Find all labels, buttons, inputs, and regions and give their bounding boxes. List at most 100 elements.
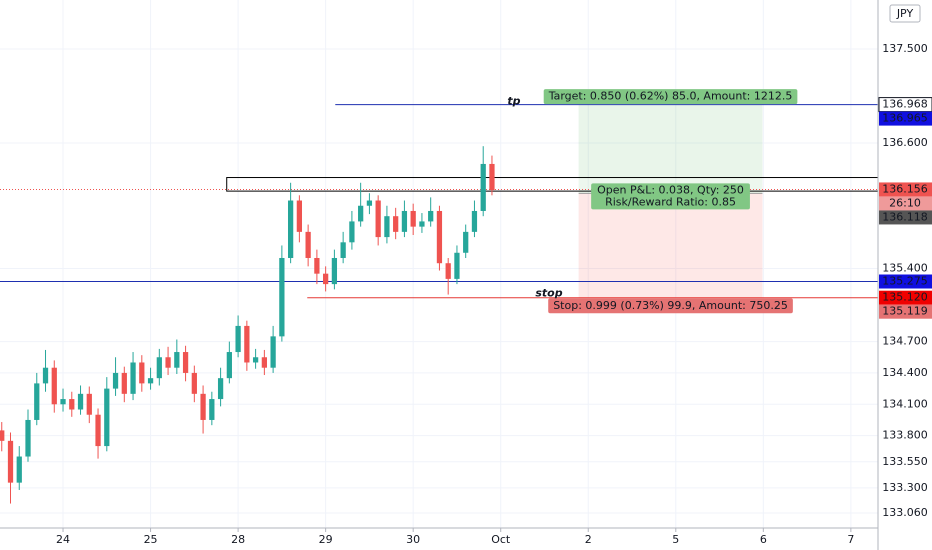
y-tick-label: 134.700 <box>882 335 928 348</box>
x-tick-label: 24 <box>56 533 70 546</box>
candle-body <box>375 200 381 238</box>
candle-body <box>445 263 451 279</box>
candle-body <box>104 388 110 447</box>
candle-body <box>95 414 101 447</box>
stop-zone <box>578 193 763 298</box>
price-badge-label: 135.275 <box>882 275 928 288</box>
candle-body <box>51 367 57 405</box>
candle-body <box>454 252 460 279</box>
price-line-name: stop <box>535 287 562 300</box>
candle-body <box>366 200 373 206</box>
candle-body <box>401 210 408 232</box>
candle-body <box>419 221 425 227</box>
candle-body <box>480 163 486 211</box>
candle-body <box>200 393 206 420</box>
x-tick-label: 5 <box>672 533 679 546</box>
pnl-label: Open P&L: 0.038, Qty: 250 <box>597 183 744 196</box>
candle-body <box>323 273 329 285</box>
candle-body <box>463 231 469 253</box>
candle-body <box>226 352 232 379</box>
candle-body <box>279 257 285 337</box>
candle-body <box>436 210 443 264</box>
candle-body <box>209 399 215 420</box>
candle-body <box>25 419 31 457</box>
plot: tp stop Target: 0.850 (0.62%) 85.0, Amount… <box>0 89 879 504</box>
stop-label-bg <box>548 298 793 314</box>
x-tick-label: 30 <box>406 533 420 546</box>
candle-body <box>182 352 189 373</box>
candle-body <box>69 399 75 410</box>
y-tick-label: 133.800 <box>882 429 928 442</box>
y-tick-label: 135.400 <box>882 261 928 274</box>
candle-body <box>331 257 338 285</box>
price-badge-label: 136.968 <box>882 98 928 111</box>
stop-label-group: Stop: 0.999 (0.73%) 99.9, Amount: 750.25 <box>548 298 793 314</box>
candle-body <box>165 357 171 368</box>
candle-body <box>217 378 224 400</box>
price-badge-label: 135.120 <box>882 291 928 304</box>
axis: 137.500 136.600 135.400 134.700 134.400 134.1… <box>56 42 932 546</box>
y-tick-label: 133.300 <box>882 481 928 494</box>
candle-body <box>130 362 136 394</box>
rr-label: Risk/Reward Ratio: 0.85 <box>605 195 736 208</box>
price-badge <box>879 182 932 197</box>
price-badge <box>879 304 932 319</box>
y-tick-label: 133.060 <box>882 506 928 519</box>
candle-body <box>121 372 127 394</box>
candle-body <box>86 393 92 415</box>
candle-body <box>410 210 416 227</box>
candle-body <box>314 257 320 274</box>
candle-body <box>60 399 66 405</box>
x-tick-label: 29 <box>319 533 333 546</box>
grid <box>0 0 878 528</box>
x-tick-label: 2 <box>585 533 592 546</box>
target-label-bg <box>543 89 798 105</box>
candle-body <box>77 393 84 410</box>
candle-body <box>16 456 22 483</box>
candle-body <box>261 357 267 368</box>
target-label-group: Target: 0.850 (0.62%) 85.0, Amount: 1212… <box>543 89 798 105</box>
candle-body <box>305 231 311 258</box>
target-zone <box>578 104 763 194</box>
candle-body <box>287 200 294 258</box>
price-badge <box>879 210 932 225</box>
candle-body <box>191 372 197 394</box>
currency-label[interactable]: JPY <box>896 7 914 20</box>
candle-body <box>147 378 154 384</box>
target-label: Target: 0.850 (0.62%) 85.0, Amount: 1212… <box>548 90 793 103</box>
y-tick-label: 134.100 <box>882 397 928 410</box>
candle-body <box>139 362 145 384</box>
y-tick-label: 133.550 <box>882 455 928 468</box>
candle-body <box>244 325 250 363</box>
price-badge <box>879 111 932 126</box>
price-badge-label: 135.119 <box>882 305 928 318</box>
currency-button[interactable] <box>889 4 921 23</box>
candle-body <box>156 357 162 379</box>
candle-body <box>252 357 259 363</box>
x-tick-label: Oct <box>491 533 511 546</box>
y-tick-label: 136.600 <box>882 136 928 149</box>
candle-body <box>235 325 241 353</box>
x-tick-label: 28 <box>231 533 245 546</box>
x-tick-label: 7 <box>847 533 854 546</box>
countdown-badge <box>879 196 932 211</box>
candle-body <box>0 430 5 441</box>
price-badge <box>879 290 932 305</box>
candle-body <box>296 200 303 232</box>
candle-body <box>270 336 276 368</box>
candle-body <box>384 216 390 238</box>
candle-body <box>393 216 399 232</box>
candle-body <box>174 352 180 368</box>
price-badge-label: 136.156 <box>882 182 928 195</box>
y-tick-label: 134.400 <box>882 366 928 379</box>
candle-body <box>349 221 355 243</box>
candle-body <box>471 210 478 232</box>
candle-body <box>112 372 119 389</box>
pnl-label-bg <box>591 183 750 210</box>
x-tick-label: 25 <box>144 533 158 546</box>
price-badge-label: 136.118 <box>882 210 928 223</box>
candle-body <box>428 210 434 222</box>
price-badge <box>879 274 932 289</box>
